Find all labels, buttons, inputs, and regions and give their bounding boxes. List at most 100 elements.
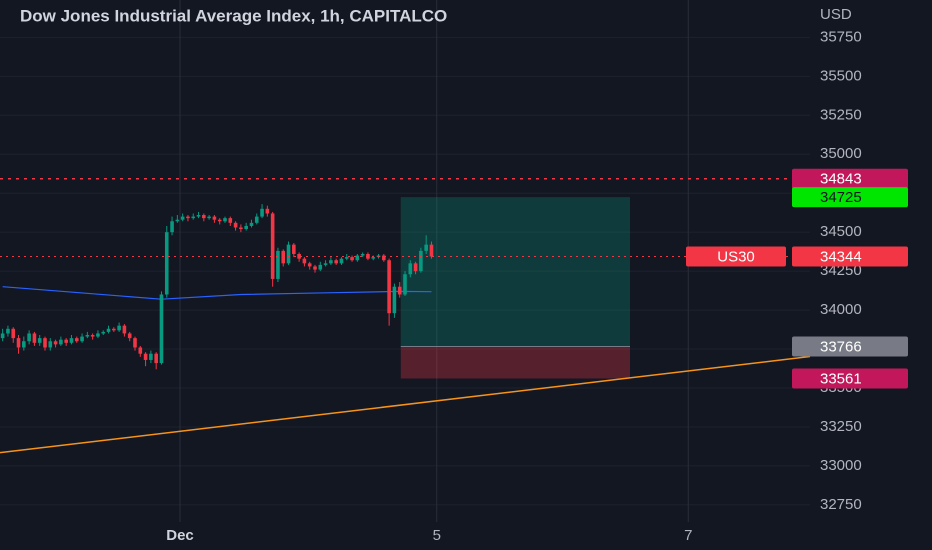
entry-price-badge: 33766 [820,339,862,356]
candle-body [133,338,137,348]
candle-body [360,253,365,256]
candle-body [339,258,344,264]
y-tick-label: 35750 [820,28,862,45]
candle-body [64,339,68,343]
candle-body [334,260,338,264]
y-tick-label: 35000 [820,145,862,162]
y-tick-label: 35500 [820,67,862,84]
candle-body [0,333,5,339]
last-price-badge: 34344 [820,248,862,265]
stop-price-badge-bg [792,368,908,389]
chart-title: Dow Jones Industrial Average Index, 1h, … [20,6,447,25]
candle-body [239,227,243,230]
candle-body [180,216,185,220]
candle-body [175,219,180,222]
candle-body [260,208,264,217]
candle-body [429,244,434,257]
candle-body [191,216,196,219]
y-tick-label: 35250 [820,106,862,123]
candle-body [276,250,280,279]
candle-body [85,335,90,337]
candle-body [59,339,63,345]
candle-body [387,260,391,314]
symbol-badge: US30 [717,248,755,265]
x-tick-label: Dec [166,527,194,544]
candle-body [397,286,402,295]
candle-body [32,333,37,343]
candle-body [22,341,26,348]
candle-body [90,335,95,337]
hline-price-badge: 34843 [820,171,862,188]
candle-body [164,232,169,295]
candle-body [186,216,190,219]
candle-body [413,263,418,272]
candle-body [355,255,360,261]
candle-body [80,336,84,342]
candle-body [149,353,153,360]
candle-body [323,263,328,265]
candle-body [392,286,397,314]
candle-body [249,222,254,226]
y-tick-label: 34500 [820,223,862,240]
candle-body [196,215,201,217]
candle-body [403,274,407,295]
candle-body [96,333,100,337]
candle-body [329,260,333,264]
candle-body [117,325,121,331]
candle-body [217,219,222,222]
candle-body [212,216,217,220]
currency: USD [820,6,852,23]
symbol-badge-bg [686,246,786,267]
x-tick-label: 5 [433,527,441,544]
hline-price-badge-bg [792,168,908,189]
candle-body [344,257,349,259]
candle-body [265,208,270,214]
candle-body [286,244,291,264]
candle-body [318,264,323,270]
candle-body [297,253,301,259]
position-profit [400,197,630,347]
candle-body [233,222,238,228]
candle-body [302,258,307,264]
target-price-badge-bg [792,187,908,208]
candle-body [74,338,79,342]
candle-body [122,325,127,334]
entry-price-badge-bg [792,336,908,357]
candle-body [254,216,259,223]
candle-body [244,225,248,230]
candle-body [69,338,74,343]
candle-body [11,328,16,339]
candle-body [350,257,354,261]
last-price-badge-bg [792,246,908,267]
plot [0,177,811,454]
candle-body [424,244,428,251]
candle-body [101,331,106,334]
candle-body [48,341,53,348]
candle-body [281,250,286,264]
candle-body [313,266,317,270]
stop-price-badge: 33561 [820,370,862,387]
candle-body [408,263,413,275]
candle-body [138,347,143,354]
candle-body [53,341,58,345]
target-price-badge: 34725 [820,189,862,206]
candle-body [106,328,111,332]
candle-body [202,215,206,219]
candle-body [292,244,296,254]
candle-body [37,338,42,343]
candle-body [143,353,148,360]
y-tick-label: 34000 [820,301,862,318]
candle-body [16,338,21,348]
candle-body [223,218,227,222]
position-loss [400,346,630,379]
candle-body [307,263,312,267]
grid [0,0,810,522]
candle-body [382,255,386,261]
candle-body [207,216,211,219]
candle-body [371,257,376,259]
candle-body [154,353,158,364]
candle-body [419,250,423,272]
trend-line [0,355,811,454]
